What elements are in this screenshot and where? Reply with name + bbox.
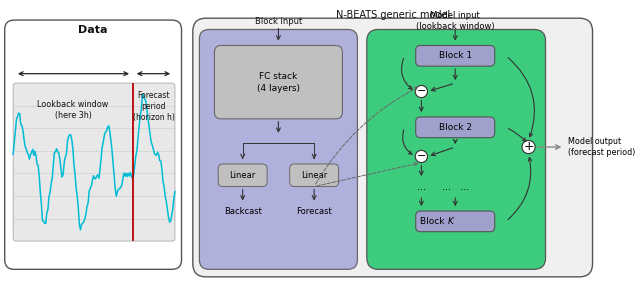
FancyBboxPatch shape — [200, 30, 357, 269]
Circle shape — [415, 86, 428, 98]
Text: Block input: Block input — [255, 17, 302, 25]
Text: −: − — [417, 86, 426, 96]
Text: N-BEATS generic model: N-BEATS generic model — [336, 10, 451, 20]
Text: Linear: Linear — [230, 171, 256, 180]
FancyBboxPatch shape — [193, 18, 593, 277]
Text: −: − — [417, 151, 426, 161]
Text: FC stack
(4 layers): FC stack (4 layers) — [257, 72, 300, 93]
FancyBboxPatch shape — [416, 45, 495, 66]
Text: Lookback window
(here 3h): Lookback window (here 3h) — [37, 100, 109, 120]
FancyBboxPatch shape — [367, 30, 545, 269]
FancyBboxPatch shape — [4, 20, 182, 269]
Text: Model output
(forecast period): Model output (forecast period) — [568, 137, 636, 157]
Text: Backcast: Backcast — [224, 207, 262, 216]
FancyBboxPatch shape — [290, 164, 339, 186]
Text: Data: Data — [78, 25, 108, 35]
Text: Block: Block — [420, 217, 448, 226]
Circle shape — [415, 150, 428, 163]
Text: +: + — [524, 140, 534, 153]
FancyBboxPatch shape — [218, 164, 267, 186]
Text: ...: ... — [417, 181, 426, 191]
FancyBboxPatch shape — [13, 83, 175, 241]
FancyBboxPatch shape — [214, 45, 342, 119]
FancyBboxPatch shape — [416, 117, 495, 138]
Text: Block 1: Block 1 — [438, 51, 472, 60]
Text: Forecast
period
(horizon h): Forecast period (horizon h) — [133, 91, 175, 122]
Text: Forecast: Forecast — [296, 207, 332, 216]
Text: ...   ...: ... ... — [442, 181, 469, 191]
Circle shape — [522, 140, 535, 154]
Text: Model input
(lookback window): Model input (lookback window) — [416, 11, 495, 31]
Text: Block 2: Block 2 — [439, 123, 472, 132]
Text: Linear: Linear — [301, 171, 327, 180]
FancyBboxPatch shape — [416, 211, 495, 232]
Text: K: K — [448, 217, 454, 226]
